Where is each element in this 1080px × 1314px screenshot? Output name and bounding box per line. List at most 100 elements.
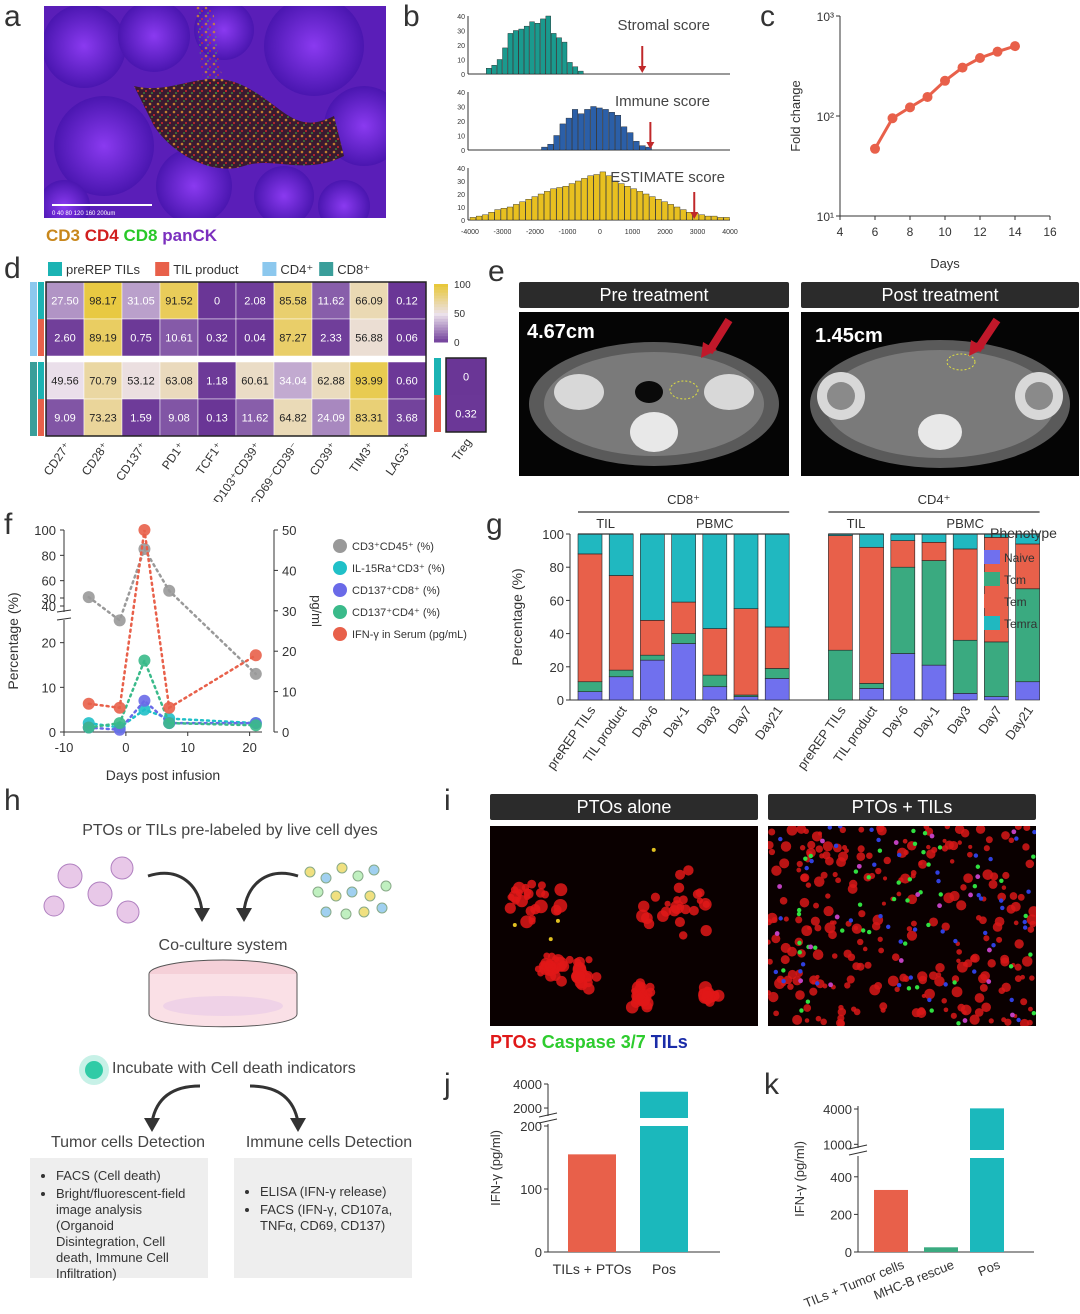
scale-step: [434, 289, 448, 294]
bar-segment: [859, 683, 884, 689]
histogram-bar: [529, 21, 535, 75]
pto-cell: [894, 986, 900, 992]
immune-detection-box: ELISA (IFN-γ release) FACS (IFN-γ, CD107…: [234, 1158, 412, 1278]
pto-cell: [968, 844, 973, 849]
tick-label: 40: [457, 90, 465, 97]
header-ptos-tils: PTOs + TILs: [768, 794, 1036, 820]
tick-label: 2000: [657, 229, 673, 236]
pto-cell: [831, 953, 838, 959]
heatmap-value: 34.04: [279, 376, 307, 388]
subgroup-label: TIL: [847, 516, 866, 531]
tick-label: 6: [872, 225, 879, 239]
scale-step: [434, 292, 448, 297]
heatmap-value: 11.62: [318, 296, 345, 308]
histogram-bar: [587, 175, 594, 221]
tick-label: 0: [461, 218, 465, 225]
pto-cell: [881, 901, 886, 906]
tick-label: 0: [845, 1245, 852, 1260]
pto-cell: [565, 955, 574, 964]
til-dot: [940, 929, 945, 934]
til-dot: [927, 997, 932, 1003]
pto-cell: [924, 988, 935, 1000]
histogram-bar: [513, 204, 520, 221]
pto-cell: [877, 936, 883, 942]
pto-cell: [926, 844, 931, 850]
bar-segment: [1015, 588, 1040, 683]
pto-cell: [680, 904, 691, 915]
pto-cell: [849, 879, 858, 889]
pto-cell: [1017, 893, 1025, 901]
tick-label: 12: [973, 225, 987, 239]
marker-cd3: CD3: [46, 226, 81, 245]
caspase-dot: [877, 848, 883, 853]
data-point: [113, 717, 126, 730]
histogram-bar: [630, 188, 637, 221]
legend-label: Temra: [1004, 617, 1038, 631]
caspase-dot: [938, 892, 943, 897]
histogram-bar: [593, 174, 600, 221]
histogram-bar: [614, 114, 622, 151]
caspase-dot: [803, 856, 808, 861]
tick-label: 8: [907, 225, 914, 239]
category-label: Day-1: [660, 703, 692, 740]
pto-cell: [657, 910, 669, 922]
heatmap-value: 56.88: [355, 333, 383, 345]
pto-cell: [910, 873, 916, 879]
til-dot: [978, 896, 984, 901]
heatmap-cell: [387, 281, 427, 320]
pto-cell: [523, 888, 532, 897]
heatmap-cell: [121, 361, 161, 400]
pto-cell: [814, 924, 822, 932]
heatmap-value: 53.12: [127, 376, 155, 388]
pto-cell: [957, 840, 962, 845]
pto-cell: [891, 953, 900, 962]
caspase-dot: [1023, 913, 1028, 919]
bar-segment: [640, 620, 665, 656]
legend-label: IL-15Ra⁺CD3⁺ (%): [352, 563, 445, 575]
pto-cell: [792, 1014, 803, 1025]
scale-step: [434, 339, 448, 343]
scale-step: [434, 298, 448, 302]
pto-cell: [941, 922, 950, 931]
bar-segment: [828, 649, 853, 701]
histogram-bar: [486, 68, 492, 75]
pto-cell: [822, 983, 828, 989]
immune-item: ELISA (IFN-γ release): [260, 1184, 402, 1200]
histogram-bar: [534, 23, 541, 75]
scale-step: [434, 330, 448, 334]
legend-swatch: [984, 594, 1000, 608]
panel-label-h: h: [4, 784, 21, 817]
bar-segment: [671, 643, 696, 701]
histogram-bar: [547, 143, 554, 151]
data-point: [992, 46, 1003, 57]
pto-cell: [664, 900, 671, 907]
pto-cell: [983, 845, 990, 852]
tick-label: 20: [457, 43, 465, 50]
tick-label: 20: [242, 740, 256, 755]
pto-cell: [1001, 982, 1011, 993]
til-dot: [896, 982, 902, 988]
pto-cell: [832, 871, 838, 878]
panel-label-k: k: [764, 1068, 779, 1101]
scale-step: [434, 310, 448, 314]
series-line: [87, 546, 258, 676]
merged-dot: [915, 892, 921, 897]
pto-cell: [910, 920, 917, 927]
caspase-dot: [512, 922, 517, 927]
histogram-bar: [596, 107, 603, 151]
bar-segment: [640, 654, 665, 661]
immune-detection-title: Immune cells Detection: [245, 1134, 413, 1151]
histogram-bar: [544, 191, 551, 221]
pto-cell: [768, 990, 772, 996]
category-label: Day7: [725, 703, 755, 736]
merged-dot: [986, 979, 992, 984]
pto-cell: [918, 975, 927, 985]
pto-cell: [537, 881, 546, 890]
pto-cell: [1014, 963, 1022, 971]
scale-step: [434, 315, 448, 320]
merged-dot: [962, 1018, 968, 1023]
pto-cell: [820, 1018, 827, 1026]
pto-cell: [547, 962, 554, 970]
pto-cell: [878, 947, 885, 954]
heatmap-value: 1.59: [130, 413, 151, 425]
